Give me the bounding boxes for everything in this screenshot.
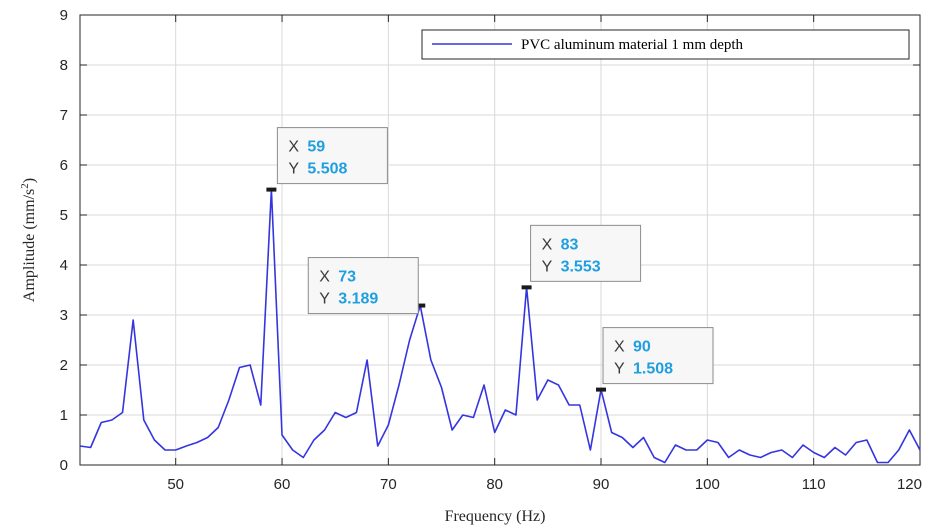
x-tick-labels: 50 60 70 80 90 100 110 120 xyxy=(167,476,922,493)
x-tick-label: 110 xyxy=(802,476,826,493)
datatip-y-key: Y xyxy=(614,361,625,378)
y-axis-title: Amplitude (mm/s2) xyxy=(19,178,38,302)
datatip-marker xyxy=(415,303,426,308)
datatip[interactable]: X 73 Y 3.189 xyxy=(307,257,426,315)
datatip-x-key: X xyxy=(614,339,625,356)
y-tick-label: 1 xyxy=(60,407,68,424)
datatip[interactable]: X 83 Y 3.553 xyxy=(521,224,642,290)
datatip-y-key: Y xyxy=(542,258,553,275)
datatip-box xyxy=(307,257,419,315)
datatip-x-value: 59 xyxy=(307,139,325,156)
y-tick-label: 2 xyxy=(60,357,68,374)
datatip[interactable]: X 90 Y 1.508 xyxy=(596,327,714,392)
y-tick-label: 6 xyxy=(60,157,68,174)
datatip-marker xyxy=(596,387,607,392)
datatip-marker xyxy=(521,285,532,290)
y-axis-title-sup: 2 xyxy=(19,183,31,189)
x-tick-label: 60 xyxy=(274,476,291,493)
datatip-box xyxy=(530,224,642,282)
y-tick-labels: 0 1 2 3 4 5 6 7 8 9 xyxy=(60,7,68,474)
series-line xyxy=(79,188,921,464)
datatip-y-value: 3.553 xyxy=(561,258,601,275)
datatip-x-value: 83 xyxy=(561,236,579,253)
y-tick-label: 9 xyxy=(60,7,68,24)
datatip-y-value: 5.508 xyxy=(307,161,347,178)
datatip-y-key: Y xyxy=(319,291,330,308)
datatip-x-key: X xyxy=(319,269,330,286)
datatip-x-value: 90 xyxy=(633,339,651,356)
datatip-x-key: X xyxy=(288,139,299,156)
datatip-marker xyxy=(266,187,277,192)
x-tick-label: 90 xyxy=(593,476,610,493)
datatip-box xyxy=(276,127,388,185)
datatip-x-key: X xyxy=(542,236,553,253)
x-tick-label: 80 xyxy=(486,476,503,493)
datatip-x-value: 73 xyxy=(338,269,356,286)
y-axis-title-close: ) xyxy=(21,178,38,183)
x-tick-label: 70 xyxy=(380,476,397,493)
y-axis-title-main: Amplitude (mm/s xyxy=(21,189,38,302)
x-axis-title: Frequency (Hz) xyxy=(445,508,546,525)
plot-frame xyxy=(79,14,921,466)
datatips: X 59 Y 5.508 X 73 Y 3.189 X 83 Y 3.553 X 90 Y 1.508 xyxy=(266,127,714,392)
datatip-box xyxy=(602,327,714,385)
y-tick-label: 7 xyxy=(60,107,68,124)
y-tick-label: 4 xyxy=(60,257,68,274)
y-tick-label: 3 xyxy=(60,307,68,324)
y-tick-label: 5 xyxy=(60,207,68,224)
datatip-y-key: Y xyxy=(288,161,299,178)
legend-label: PVC aluminum material 1 mm depth xyxy=(521,37,744,53)
y-tick-label: 0 xyxy=(60,457,68,474)
y-tick-label: 8 xyxy=(60,57,68,74)
x-tick-label: 100 xyxy=(695,476,720,493)
datatip-y-value: 3.189 xyxy=(338,291,378,308)
x-tick-label: 120 xyxy=(897,476,922,493)
plot-area xyxy=(80,15,920,465)
datatip[interactable]: X 59 Y 5.508 xyxy=(266,127,388,192)
x-tick-label: 50 xyxy=(167,476,184,493)
legend: PVC aluminum material 1 mm depth xyxy=(421,29,910,60)
datatip-y-value: 1.508 xyxy=(633,361,673,378)
